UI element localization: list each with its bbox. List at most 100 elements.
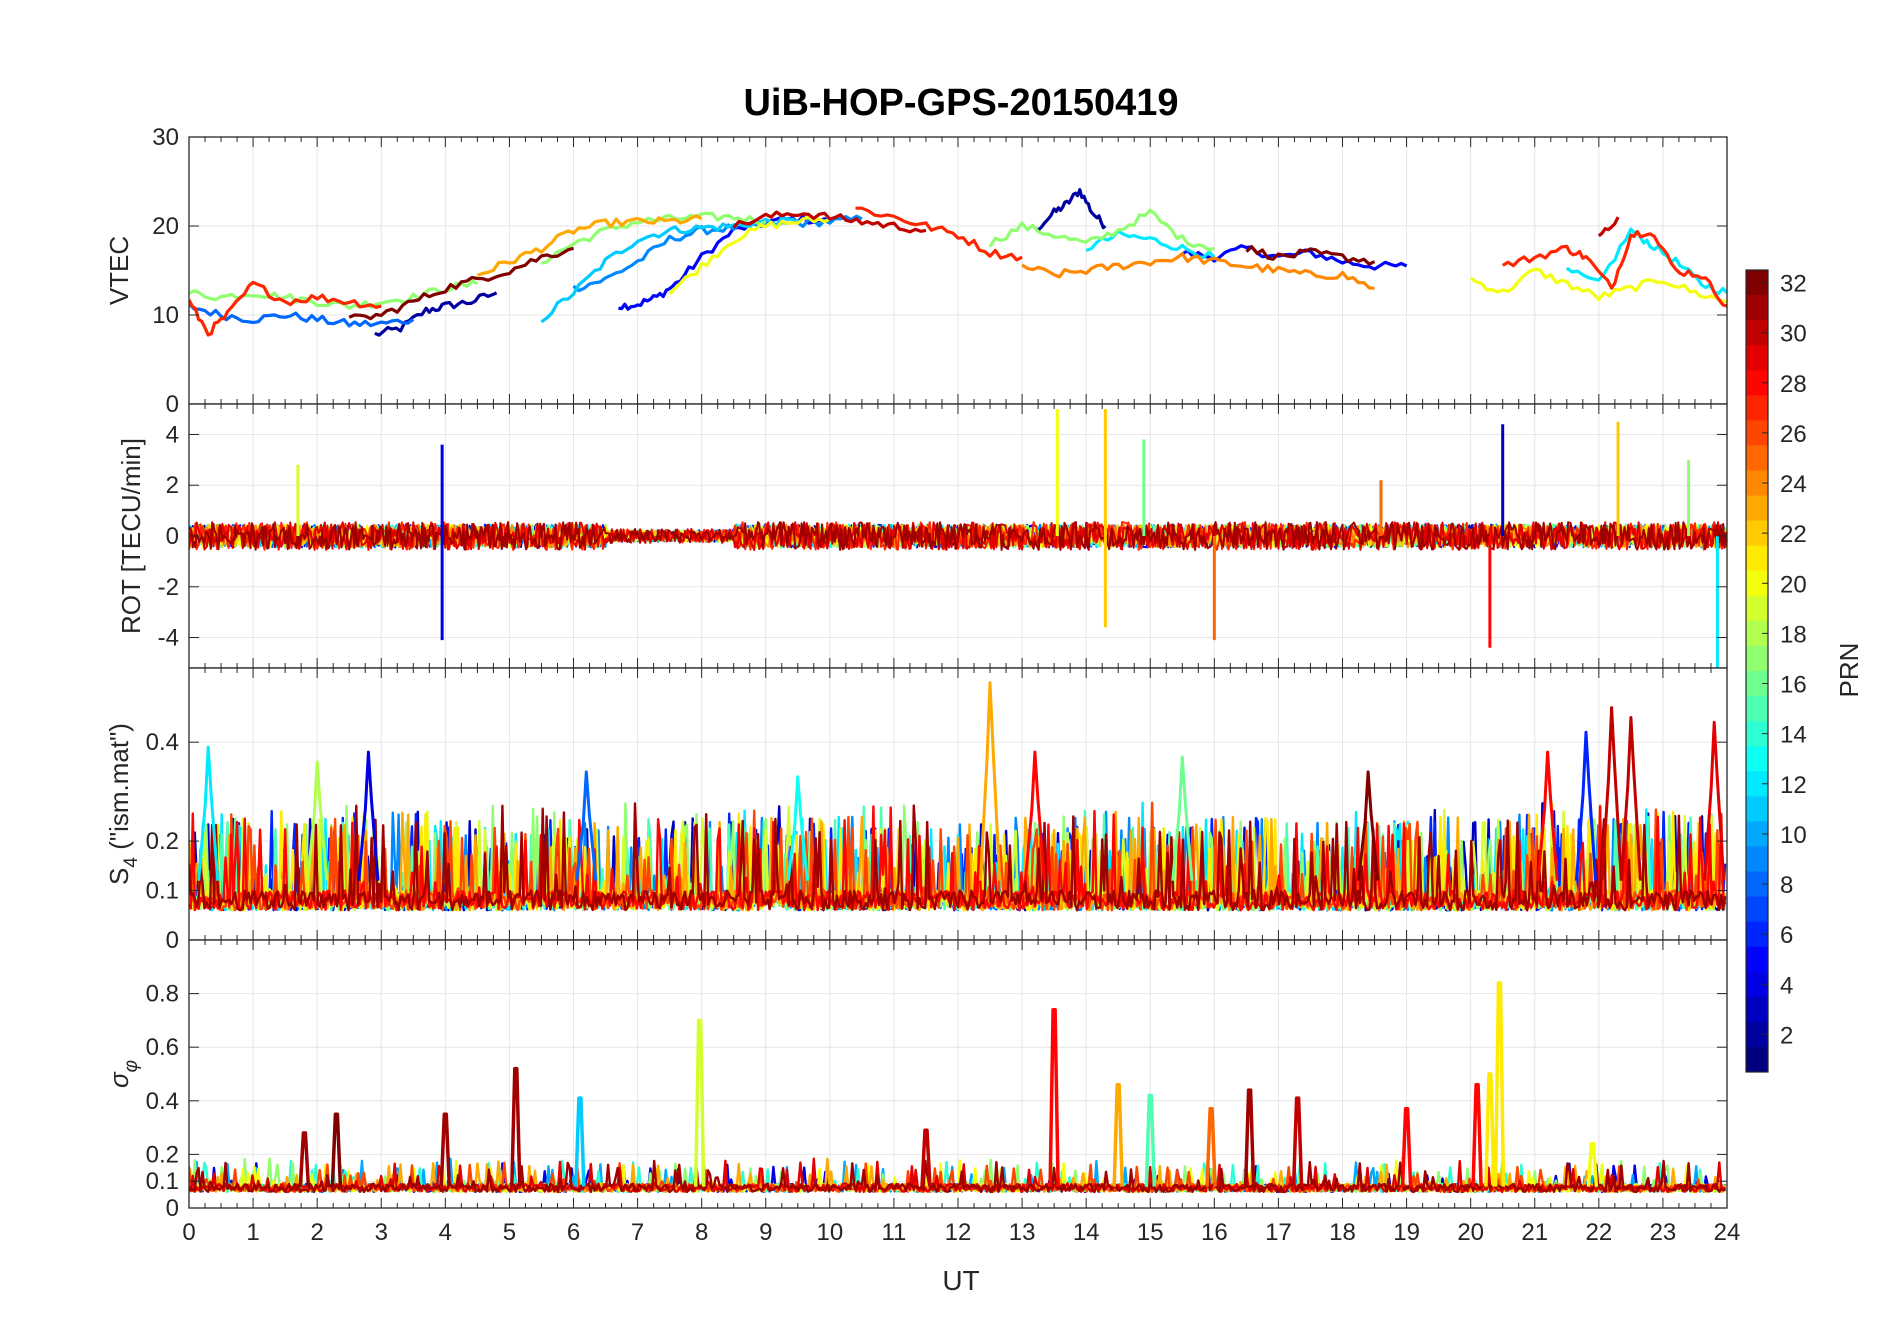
colorbar-swatch-prn-13 xyxy=(1746,746,1768,772)
y-tick-label: 30 xyxy=(152,124,179,151)
y-tick-label: -4 xyxy=(158,625,179,652)
vtec-line-prn-20 xyxy=(1469,267,1727,304)
s4-peak-prn-28 xyxy=(1536,750,1559,881)
y-tick-label: 0 xyxy=(166,927,179,954)
x-tick-label: 9 xyxy=(759,1219,772,1246)
x-tick-label: 3 xyxy=(375,1219,388,1246)
x-tick-label: 5 xyxy=(503,1219,516,1246)
vtec-line-prn-17 xyxy=(541,211,767,265)
x-tick-label: 18 xyxy=(1329,1219,1356,1246)
colorbar-tick-label: 6 xyxy=(1780,922,1793,949)
sigma-peak-prn-32 xyxy=(330,1112,343,1187)
y-tick-label: 10 xyxy=(152,302,179,329)
x-tick-label: 19 xyxy=(1393,1219,1420,1246)
sigma-peak-prn-31 xyxy=(298,1131,311,1187)
colorbar-swatch-prn-8 xyxy=(1746,871,1768,898)
colorbar-swatch-prn-29 xyxy=(1746,345,1768,371)
x-axis-label: UT xyxy=(942,1265,979,1296)
colorbar-tick-label: 20 xyxy=(1780,571,1807,598)
y-axis-label-main: S xyxy=(104,868,134,885)
colorbar-swatch-prn-12 xyxy=(1746,771,1768,797)
rot-series xyxy=(189,409,1727,668)
colorbar-swatch-prn-26 xyxy=(1746,420,1768,446)
vtec-line-prn-12 xyxy=(1085,229,1216,259)
vtec-line-prn-2 xyxy=(374,291,498,337)
colorbar-tick-label: 32 xyxy=(1780,271,1807,298)
y-tick-label: 0.6 xyxy=(146,1034,179,1061)
colorbar-swatch-prn-30 xyxy=(1746,320,1768,346)
colorbar-swatch-prn-11 xyxy=(1746,796,1768,822)
colorbar-swatch-prn-5 xyxy=(1746,946,1768,973)
sigma-peak-prn-28 xyxy=(1400,1107,1413,1187)
colorbar-swatch-prn-21 xyxy=(1746,545,1768,572)
x-tick-label: 13 xyxy=(1009,1219,1036,1246)
x-tick-label: 10 xyxy=(816,1219,843,1246)
vtec-line-prn-20 xyxy=(668,215,831,295)
colorbar-tick-label: 8 xyxy=(1780,872,1793,899)
sigma-peak-prn-20 xyxy=(1586,1141,1599,1187)
colorbar-tick-label: 18 xyxy=(1780,621,1807,648)
x-tick-label: 2 xyxy=(310,1219,323,1246)
panel-sigma: 00.10.2 0.4 0.6 0.8 σφ xyxy=(104,939,1728,1222)
s4-peak-prn-13 xyxy=(786,775,809,881)
y-axis-label-main: σ xyxy=(104,1071,134,1088)
s4-line-prn-31 xyxy=(189,802,1727,912)
x-tick-label: 8 xyxy=(695,1219,708,1246)
colorbar-tick-label: 12 xyxy=(1780,772,1807,799)
y-tick-label: 0.2 xyxy=(146,1141,179,1168)
vtec-line-prn-30 xyxy=(1597,216,1620,238)
colorbar-tick-label: 2 xyxy=(1780,1022,1793,1049)
rot-line-prn-31 xyxy=(189,521,1727,551)
y-tick-label: 0.8 xyxy=(146,981,179,1008)
s4-peak-prn-4 xyxy=(357,750,380,881)
vtec-line-prn-12 xyxy=(1565,227,1727,296)
vtec-line-prn-17 xyxy=(988,208,1215,252)
colorbar-tick-label: 24 xyxy=(1780,471,1807,498)
colorbar-tick-label: 22 xyxy=(1780,521,1807,548)
colorbar-swatch-prn-23 xyxy=(1746,495,1768,522)
sigma-peak-prn-25 xyxy=(1205,1107,1217,1187)
x-tick-label: 4 xyxy=(439,1219,452,1246)
vtec-line-prn-2 xyxy=(1033,188,1107,232)
colorbar-swatch-prn-2 xyxy=(1746,1021,1768,1048)
y-tick-label: 0.4 xyxy=(146,729,179,756)
colorbar-swatch-prn-16 xyxy=(1746,671,1768,697)
sigma-peak-prn-21 xyxy=(1493,981,1506,1187)
colorbar-swatch-prn-15 xyxy=(1746,696,1768,722)
y-axis-label: VTEC xyxy=(104,236,134,305)
colorbar-swatch-prn-22 xyxy=(1746,520,1768,547)
colorbar-swatch-prn-9 xyxy=(1746,846,1768,872)
y-tick-label: 0 xyxy=(166,391,179,418)
y-tick-label: 0.1 xyxy=(146,878,179,905)
x-tick-label: 21 xyxy=(1521,1219,1548,1246)
y-axis-label-sub: φ xyxy=(121,1060,142,1072)
sigma-series xyxy=(189,981,1727,1194)
s4-peak-prn-23 xyxy=(978,681,1002,881)
vtec-line-prn-27 xyxy=(189,280,382,337)
y-tick-label: -2 xyxy=(158,574,179,601)
y-axis-label: σφ xyxy=(104,1060,142,1088)
colorbar-swatch-prn-18 xyxy=(1746,620,1768,647)
sigma-peak-prn-31 xyxy=(1243,1088,1256,1187)
x-tick-label: 12 xyxy=(945,1219,972,1246)
vtec-line-prn-27 xyxy=(855,206,1023,262)
x-axis: 0 1 2 3 4 5 6 7 8 9 10 11 12 13 14 15 16 17 18 19 20 21 22 23 24 xyxy=(182,1219,1740,1246)
vtec-line-prn-27 xyxy=(1501,230,1727,308)
sigma-peak-prn-28 xyxy=(1048,1007,1060,1187)
x-tick-label: 16 xyxy=(1201,1219,1228,1246)
x-tick-label: 6 xyxy=(567,1219,580,1246)
sigma-peak-prn-30 xyxy=(1291,1096,1304,1187)
x-tick-label: 1 xyxy=(246,1219,259,1246)
sigma-peak-prn-19 xyxy=(693,1018,706,1187)
sigma-peak-prn-31 xyxy=(510,1066,522,1187)
panel-rot: -4 -2 0 2 4 ROT [TECU/min] xyxy=(116,403,1728,669)
x-tick-label: 7 xyxy=(631,1219,644,1246)
colorbar-label: PRN xyxy=(1834,643,1864,698)
colorbar-swatch-prn-28 xyxy=(1746,370,1768,396)
vtec-line-prn-32 xyxy=(1245,245,1376,266)
colorbar-tick-label: 14 xyxy=(1780,722,1807,749)
s4-series xyxy=(189,681,1727,912)
y-axis-label-rest: ("ism.mat") xyxy=(104,723,134,857)
colorbar-frame xyxy=(1745,269,1769,1073)
